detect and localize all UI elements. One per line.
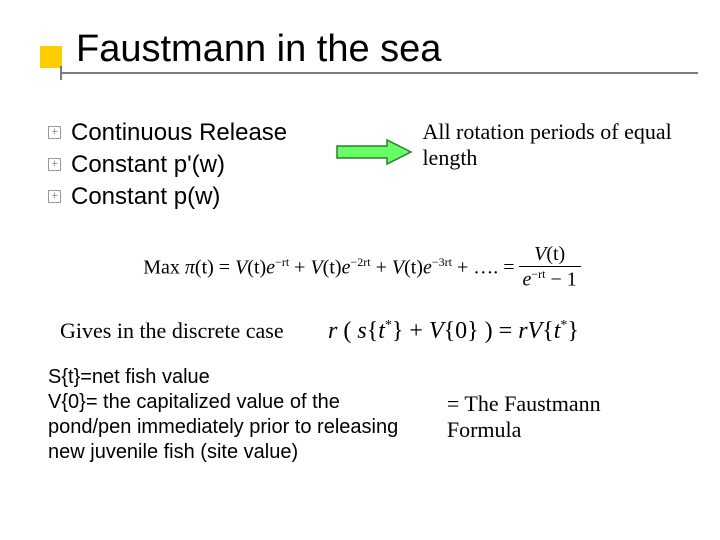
definitions-block: S{t}=net fish value V{0}= the capitalize… [48, 365, 427, 467]
list-item: + Continuous Release [48, 119, 335, 147]
bullet-box-icon: + [48, 158, 61, 171]
list-item: + Constant p(w) [48, 183, 335, 211]
list-item: + Constant p'(w) [48, 151, 335, 179]
bullet-box-icon: + [48, 126, 61, 139]
bullet-text: Continuous Release [71, 119, 287, 147]
discrete-case-label: Gives in the discrete case [60, 318, 310, 344]
bullet-box-icon: + [48, 190, 61, 203]
equation-max-pi: Max π(t) = V(t)e−rt + V(t)e−2rt + V(t)e−… [48, 243, 680, 292]
implication-note: All rotation periods of equal length [422, 119, 680, 171]
bullet-text: Constant p'(w) [71, 151, 225, 179]
bullet-text: Constant p(w) [71, 183, 220, 211]
def-line: S{t}=net fish value [48, 365, 427, 390]
bullet-list: + Continuous Release + Constant p'(w) + … [48, 119, 335, 215]
title-underline [62, 72, 698, 74]
faustmann-formula-label: = The Faustmann Formula [447, 365, 680, 443]
def-line: V{0}= the capitalized value of the pond/… [48, 390, 427, 465]
title-accent-square [40, 46, 62, 68]
slide-title: Faustmann in the sea [76, 28, 680, 71]
arrow-right-icon [335, 137, 413, 167]
equation-discrete: r ( s{t*} + V{0} ) = rV{t*} [328, 318, 579, 345]
